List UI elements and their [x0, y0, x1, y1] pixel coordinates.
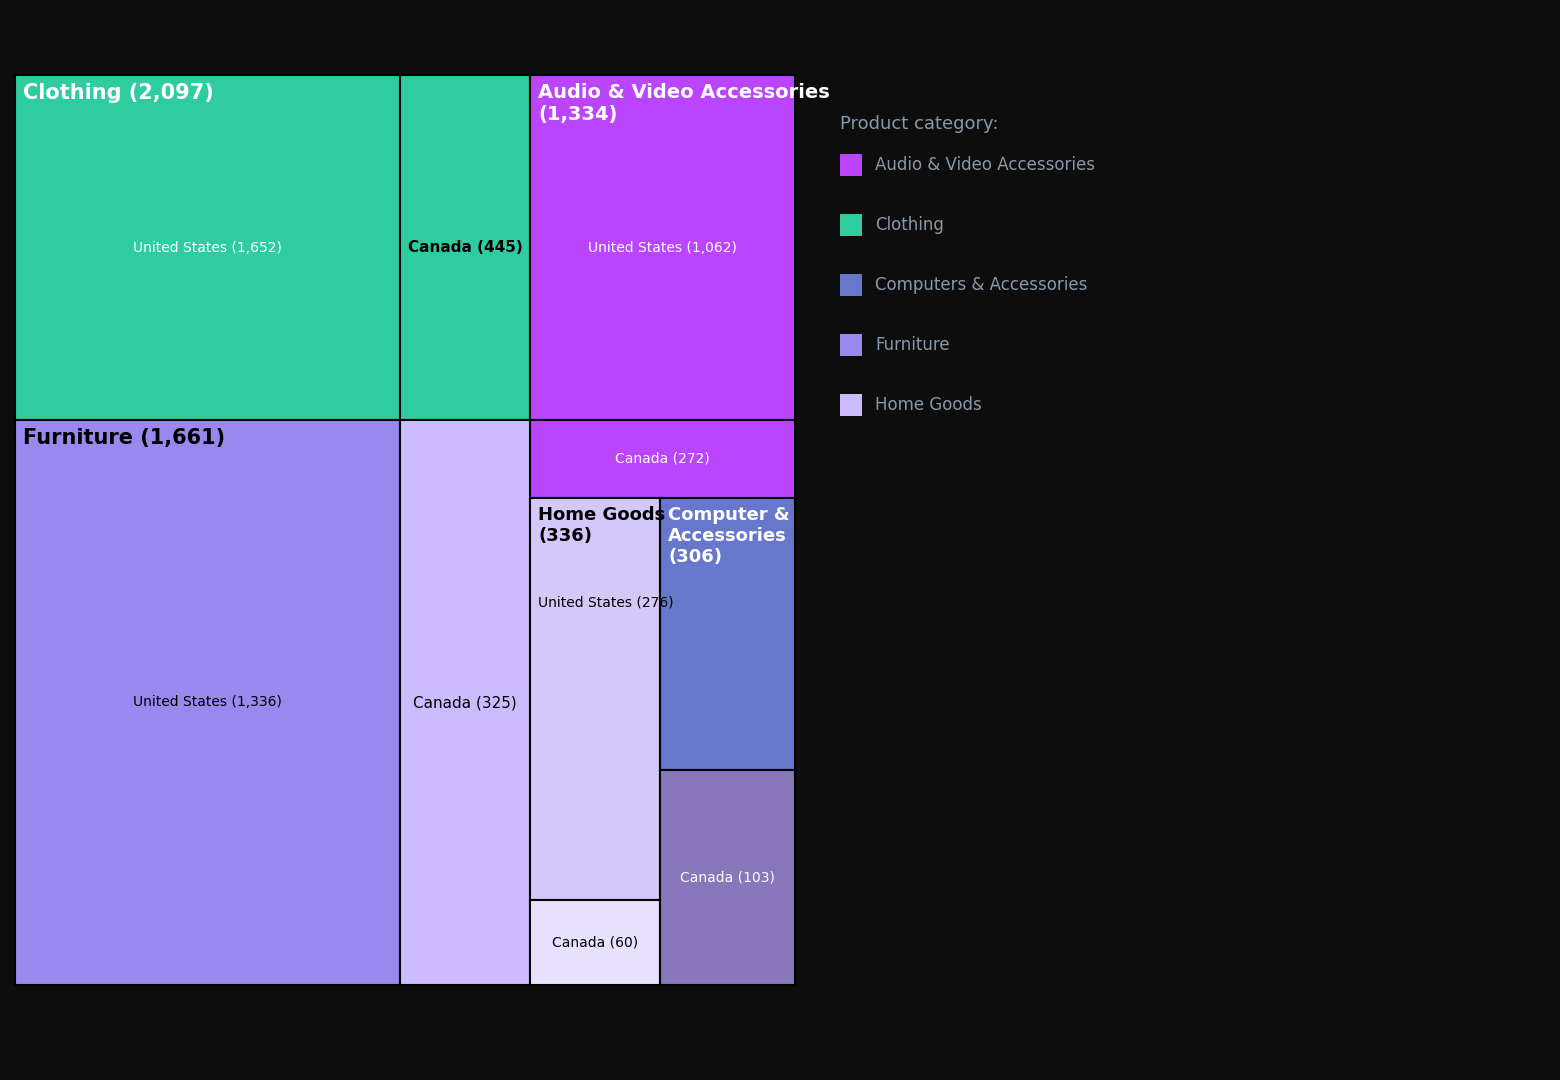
Text: United States (1,336): United States (1,336): [133, 696, 282, 710]
Bar: [839, 394, 863, 416]
Bar: [839, 214, 863, 237]
Text: Audio & Video Accessories: Audio & Video Accessories: [875, 156, 1095, 174]
Text: United States (1,652): United States (1,652): [133, 241, 282, 255]
Bar: [399, 420, 530, 985]
Bar: [839, 334, 863, 356]
Text: Furniture (1,661): Furniture (1,661): [23, 428, 225, 448]
Text: United States (1,062): United States (1,062): [588, 241, 736, 255]
Bar: [839, 154, 863, 176]
Text: Computer &
Accessories
(306): Computer & Accessories (306): [668, 507, 789, 566]
Bar: [530, 420, 796, 498]
Text: Canada (103): Canada (103): [680, 870, 775, 885]
Text: Canada (445): Canada (445): [407, 240, 523, 255]
Text: Audio & Video Accessories
(1,334): Audio & Video Accessories (1,334): [538, 83, 830, 124]
Text: Canada (272): Canada (272): [615, 453, 710, 465]
Bar: [839, 274, 863, 296]
Bar: [530, 900, 660, 985]
Bar: [530, 75, 796, 420]
Text: Canada (60): Canada (60): [552, 935, 638, 949]
Text: Computers & Accessories: Computers & Accessories: [875, 276, 1087, 294]
Text: Furniture: Furniture: [875, 336, 950, 354]
Bar: [660, 498, 796, 770]
Text: United States (276): United States (276): [538, 596, 674, 610]
Bar: [660, 770, 796, 985]
Text: Product category:: Product category:: [839, 114, 998, 133]
Bar: [16, 420, 399, 985]
Text: Home Goods
(336): Home Goods (336): [538, 507, 665, 544]
Bar: [16, 75, 399, 420]
Text: Canada (325): Canada (325): [413, 696, 516, 710]
Bar: [399, 75, 530, 420]
Text: Clothing: Clothing: [875, 216, 944, 234]
Bar: [530, 498, 660, 900]
Text: Home Goods: Home Goods: [875, 396, 981, 414]
Text: Clothing (2,097): Clothing (2,097): [23, 83, 214, 103]
